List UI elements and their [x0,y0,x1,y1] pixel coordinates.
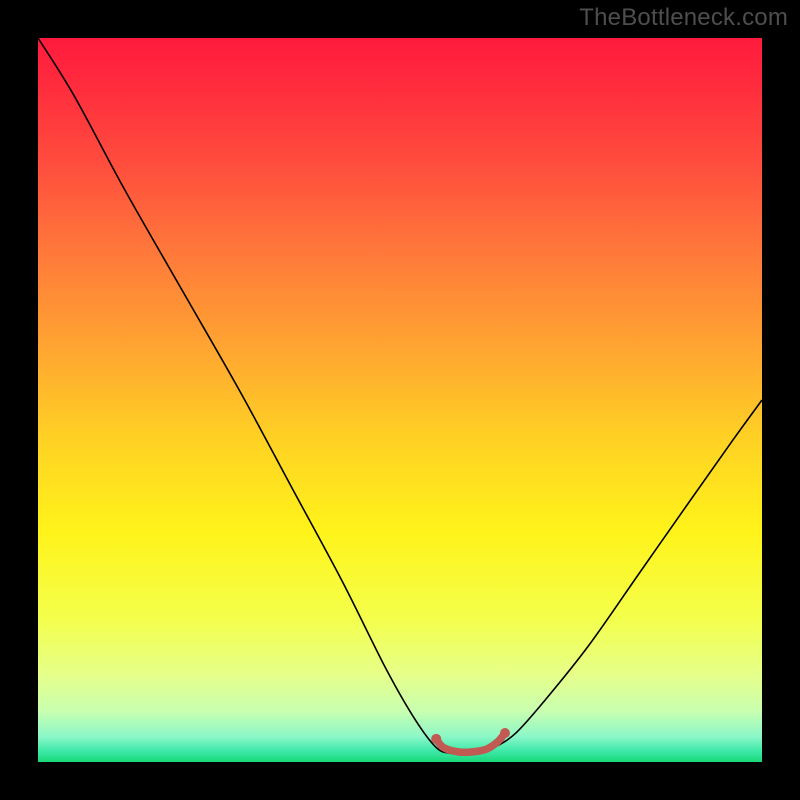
chart-background [38,38,762,762]
watermark-text: TheBottleneck.com [579,4,788,32]
optimal-range-start [431,734,441,744]
chart-frame: TheBottleneck.com [0,0,800,800]
optimal-range-end [500,728,510,738]
bottleneck-chart [0,0,800,800]
